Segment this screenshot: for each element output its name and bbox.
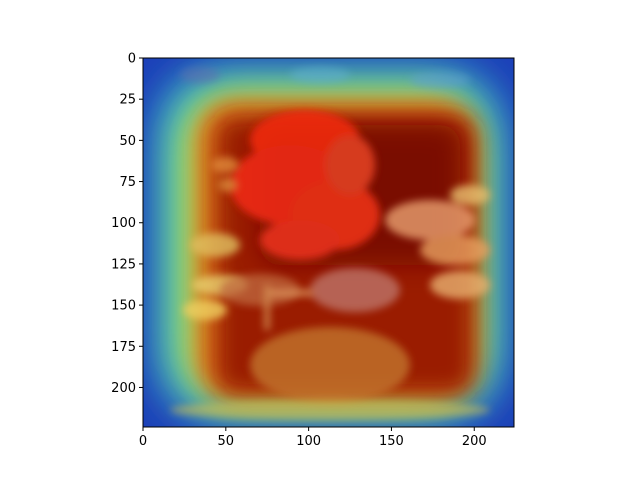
right-flowers xyxy=(385,185,490,299)
middle-flowers xyxy=(220,268,400,312)
top-swirls xyxy=(180,67,470,88)
y-tick-label: 100 xyxy=(111,216,136,231)
y-tick-label: 200 xyxy=(111,381,136,396)
plot-area xyxy=(143,58,514,427)
y-tick-label: 50 xyxy=(119,134,136,149)
x-tick-label: 100 xyxy=(296,434,321,449)
axes-frame xyxy=(142,57,515,428)
x-tick-label: 200 xyxy=(462,434,487,449)
y-tick-label: 175 xyxy=(111,340,136,355)
vase xyxy=(250,285,410,403)
y-tick-label: 25 xyxy=(119,93,136,108)
x-tick-label: 50 xyxy=(218,434,235,449)
y-tick-label: 75 xyxy=(119,175,136,190)
flower-cluster xyxy=(230,110,380,260)
y-tick-label: 0 xyxy=(128,52,136,67)
bottom-band xyxy=(170,400,490,420)
y-tick-label: 150 xyxy=(111,299,136,314)
x-axis: 0 50 100 150 200 xyxy=(139,427,487,449)
y-tick-label: 125 xyxy=(111,257,136,272)
x-tick-label: 150 xyxy=(379,434,404,449)
y-axis: 0 25 50 75 100 125 150 175 200 xyxy=(111,52,143,396)
x-tick-label: 0 xyxy=(139,434,147,449)
